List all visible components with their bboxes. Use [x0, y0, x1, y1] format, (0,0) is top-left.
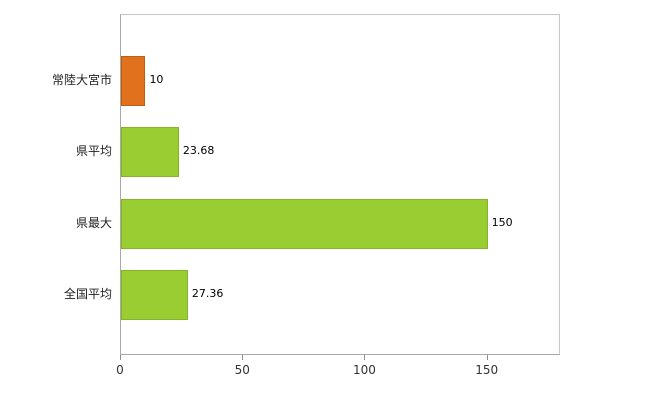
plot-area — [120, 14, 560, 355]
category-label-2: 県最大 — [75, 215, 112, 230]
x-tick-mark-0 — [120, 355, 121, 360]
x-tick-label-0: 0 — [116, 363, 124, 377]
bar-0 — [121, 55, 146, 106]
category-label-3: 全国平均 — [63, 287, 112, 302]
x-tick-mark-2 — [364, 355, 366, 360]
value-label-0: 10 — [149, 72, 164, 86]
bar-3 — [121, 270, 188, 321]
x-tick-label-1: 50 — [234, 363, 250, 377]
category-label-0: 常陸大宮市 — [51, 72, 112, 87]
x-tick-mark-3 — [486, 355, 488, 360]
value-label-3: 27.36 — [191, 287, 224, 301]
category-label-1: 県平均 — [75, 144, 112, 159]
bar-1 — [121, 127, 179, 178]
bar-2 — [121, 198, 488, 249]
value-label-1: 23.68 — [182, 144, 215, 158]
value-label-2: 150 — [491, 215, 513, 229]
x-tick-mark-1 — [242, 355, 244, 360]
x-tick-label-2: 100 — [352, 363, 376, 377]
x-tick-label-3: 150 — [475, 363, 499, 377]
